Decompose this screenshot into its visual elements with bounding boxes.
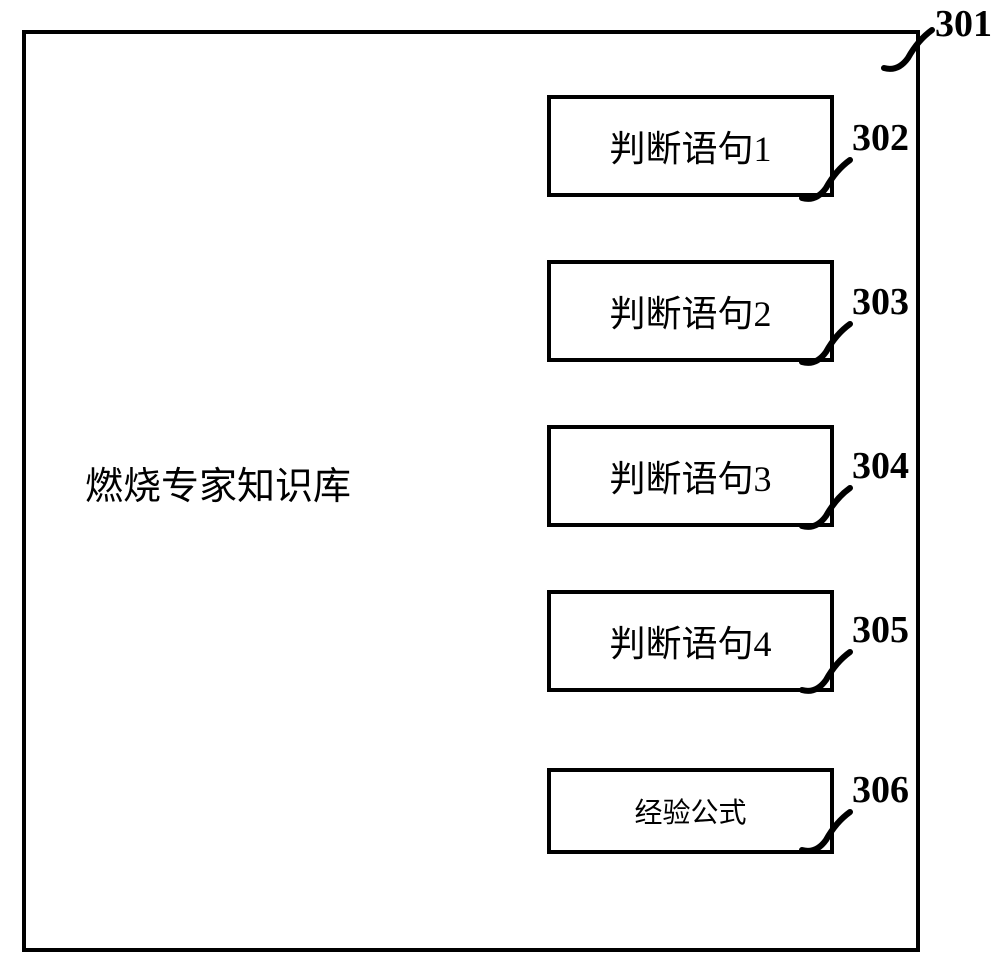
box-305-label: 判断语句4 — [609, 615, 771, 667]
ref-label-301: 301 — [935, 2, 992, 46]
main-title: 燃烧专家知识库 — [85, 455, 351, 510]
ref-curl-306 — [788, 800, 858, 860]
ref-label-306: 306 — [852, 768, 909, 812]
ref-curl-303 — [788, 312, 858, 372]
box-304-label: 判断语句3 — [609, 450, 771, 502]
box-302-label: 判断语句1 — [609, 120, 771, 172]
ref-label-304: 304 — [852, 444, 909, 488]
box-303-label: 判断语句2 — [609, 285, 771, 337]
ref-curl-301 — [870, 18, 940, 78]
ref-label-305: 305 — [852, 608, 909, 652]
ref-curl-305 — [788, 640, 858, 700]
ref-label-303: 303 — [852, 280, 909, 324]
ref-curl-302 — [788, 148, 858, 208]
box-306-label: 经验公式 — [634, 791, 746, 831]
ref-label-302: 302 — [852, 116, 909, 160]
ref-curl-304 — [788, 476, 858, 536]
